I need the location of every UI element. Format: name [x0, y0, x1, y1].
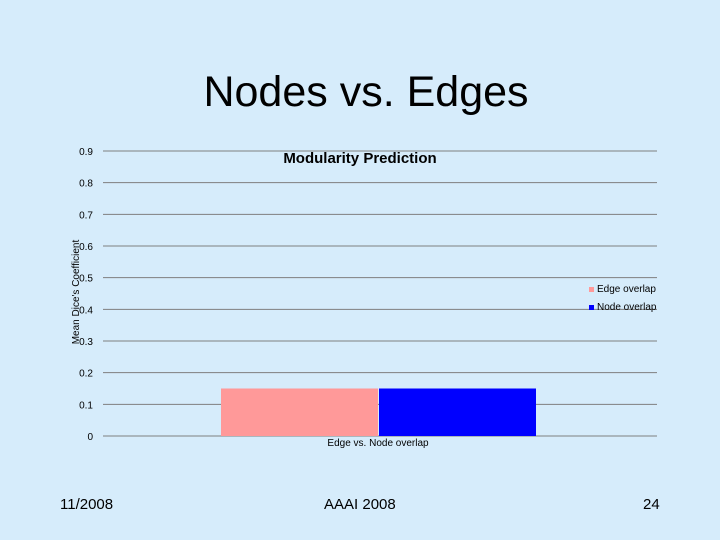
y-tick-label: 0.2	[79, 369, 93, 380]
y-tick-label: 0.7	[79, 210, 93, 221]
y-tick-label: 0.9	[79, 147, 93, 158]
footer-conference: AAAI 2008	[324, 496, 396, 513]
chart-bars	[221, 388, 536, 436]
chart-legend: Edge overlap Node overlap	[589, 284, 657, 313]
y-tick-label: 0	[87, 432, 93, 443]
chart-title: Modularity Prediction	[283, 150, 436, 167]
footer-date: 11/2008	[60, 496, 114, 513]
legend-swatch	[589, 305, 594, 310]
y-tick-label: 0.4	[79, 305, 93, 316]
legend-swatch	[589, 287, 594, 292]
y-axis-label: Mean Dice's Coefficient	[71, 240, 82, 345]
y-tick-label: 0.1	[79, 400, 93, 411]
x-axis-label: Edge vs. Node overlap	[327, 438, 429, 449]
y-tick-label: 0.3	[79, 337, 93, 348]
legend-label: Node overlap	[597, 302, 657, 313]
y-tick-label: 0.6	[79, 242, 93, 253]
y-tick-label: 0.5	[79, 274, 93, 285]
bar-edge-overlap	[221, 388, 378, 436]
footer-page-number: 24	[643, 496, 660, 513]
bar-node-overlap	[379, 388, 536, 436]
slide-title: Nodes vs. Edges	[203, 68, 529, 116]
legend-label: Edge overlap	[597, 284, 656, 295]
y-tick-label: 0.8	[79, 179, 93, 190]
y-tick-labels: 0 0.1 0.2 0.3 0.4 0.5 0.6 0.7 0.8 0.9	[79, 147, 93, 443]
